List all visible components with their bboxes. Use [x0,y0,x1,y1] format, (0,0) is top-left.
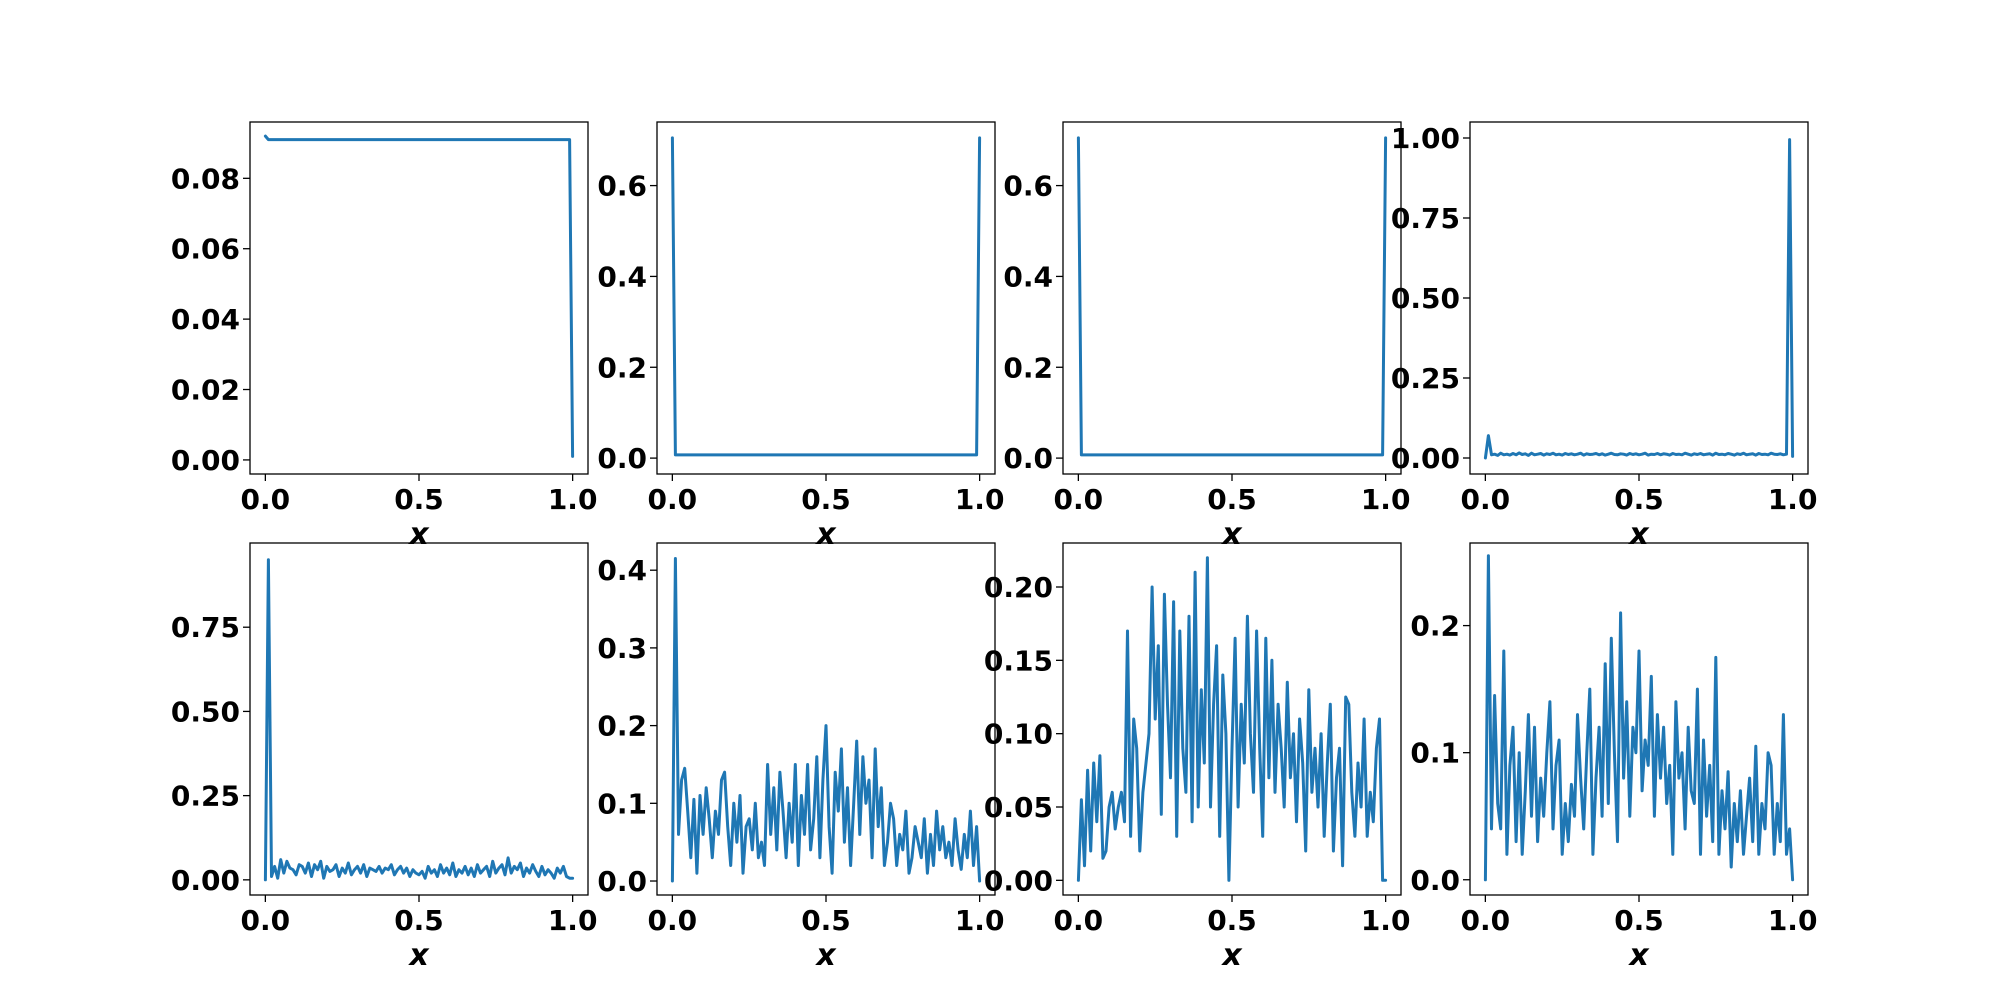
x-tick-label: 0.0 [648,483,698,516]
x-axis-label: x [407,938,430,973]
y-tick-label: 0.2 [597,351,647,384]
y-tick-label: 0.50 [1391,282,1460,315]
series-line-1 [1076,136,1388,457]
y-tick-label: 0.20 [984,571,1053,604]
y-tick-label: 0.75 [1391,202,1460,235]
y-tick-label: 0.1 [597,787,647,820]
x-tick-label: 1.0 [1768,483,1818,516]
x-tick-label: 0.5 [801,483,851,516]
y-tick-label: 1.00 [1391,122,1460,155]
y-tick-label: 0.75 [171,611,240,644]
x-tick-label: 0.5 [1614,483,1664,516]
y-tick-label: 0.15 [984,644,1053,677]
x-tick-label: 0.5 [394,483,444,516]
series-line-1 [263,558,575,882]
x-tick-label: 1.0 [548,904,598,937]
subplot-5: 0.0 0.5 1.0 0.00 0.25 0.50 0.75 x [171,542,598,973]
y-tick-label: 0.25 [171,780,240,813]
y-tick-label: 0.25 [1391,362,1460,395]
y-tick-label: 0.2 [1410,610,1460,643]
y-tick-label: 0.0 [1003,442,1053,475]
y-tick-label: 0.08 [171,162,240,195]
x-tick-label: 1.0 [1768,904,1818,937]
y-tick-label: 0.4 [597,554,647,587]
y-tick-label: 0.6 [1003,170,1053,203]
x-tick-label: 0.5 [394,904,444,937]
y-tick-label: 0.00 [171,444,240,477]
x-axis-label: x [814,517,837,552]
y-tick-label: 0.4 [597,260,647,293]
x-tick-label: 0.0 [241,483,291,516]
subplot-3: 0.0 0.5 1.0 0.0 0.2 0.4 0.6 x [1003,121,1411,552]
x-tick-label: 1.0 [955,483,1005,516]
y-tick-label: 0.00 [1391,442,1460,475]
x-tick-label: 1.0 [1361,904,1411,937]
x-tick-label: 0.5 [1207,904,1257,937]
x-axis-label: x [1627,517,1650,552]
x-axis-label: x [1220,938,1243,973]
x-tick-label: 0.5 [801,904,851,937]
series-line-1 [263,134,575,458]
y-tick-label: 0.4 [1003,260,1053,293]
y-tick-label: 0.2 [1003,351,1053,384]
y-tick-label: 0.02 [171,374,240,407]
subplot-8: 0.0 0.5 1.0 0.0 0.1 0.2 x [1410,542,1818,973]
y-tick-label: 0.06 [171,233,240,266]
series-line-1 [1076,556,1388,882]
x-tick-label: 0.0 [648,904,698,937]
y-tick-label: 0.6 [597,170,647,203]
y-tick-label: 0.0 [597,442,647,475]
y-tick-label: 0.10 [984,718,1053,751]
series-line-1 [670,557,982,883]
x-tick-label: 0.0 [1461,904,1511,937]
x-tick-label: 0.5 [1614,904,1664,937]
x-tick-label: 0.0 [1054,904,1104,937]
x-axis-label: x [1220,517,1243,552]
x-axis-label: x [1627,938,1650,973]
subplot-6: 0.0 0.5 1.0 0.0 0.1 0.2 0.3 0.4 x [597,542,1005,973]
y-tick-label: 0.05 [984,791,1053,824]
series-line-1 [1483,554,1795,882]
x-tick-label: 0.5 [1207,483,1257,516]
x-tick-label: 0.0 [241,904,291,937]
y-tick-label: 0.2 [597,710,647,743]
y-tick-label: 0.04 [171,303,240,336]
y-tick-label: 0.3 [597,632,647,665]
x-tick-label: 1.0 [1361,483,1411,516]
x-tick-label: 0.0 [1461,483,1511,516]
series-line-1 [670,136,982,457]
series-line-1 [1483,138,1795,460]
y-tick-label: 0.00 [171,864,240,897]
y-tick-label: 0.00 [984,864,1053,897]
x-tick-label: 1.0 [955,904,1005,937]
x-tick-label: 1.0 [548,483,598,516]
subplot-2: 0.0 0.5 1.0 0.0 0.2 0.4 0.6 x [597,121,1005,552]
x-tick-label: 0.0 [1054,483,1104,516]
x-axis-label: x [407,517,430,552]
y-tick-label: 0.0 [597,865,647,898]
y-tick-label: 0.50 [171,695,240,728]
subplot-7: 0.0 0.5 1.0 0.00 0.05 0.10 0.15 0.20 x [984,542,1411,973]
x-axis-label: x [814,938,837,973]
y-tick-label: 0.0 [1410,864,1460,897]
y-tick-label: 0.1 [1410,737,1460,770]
